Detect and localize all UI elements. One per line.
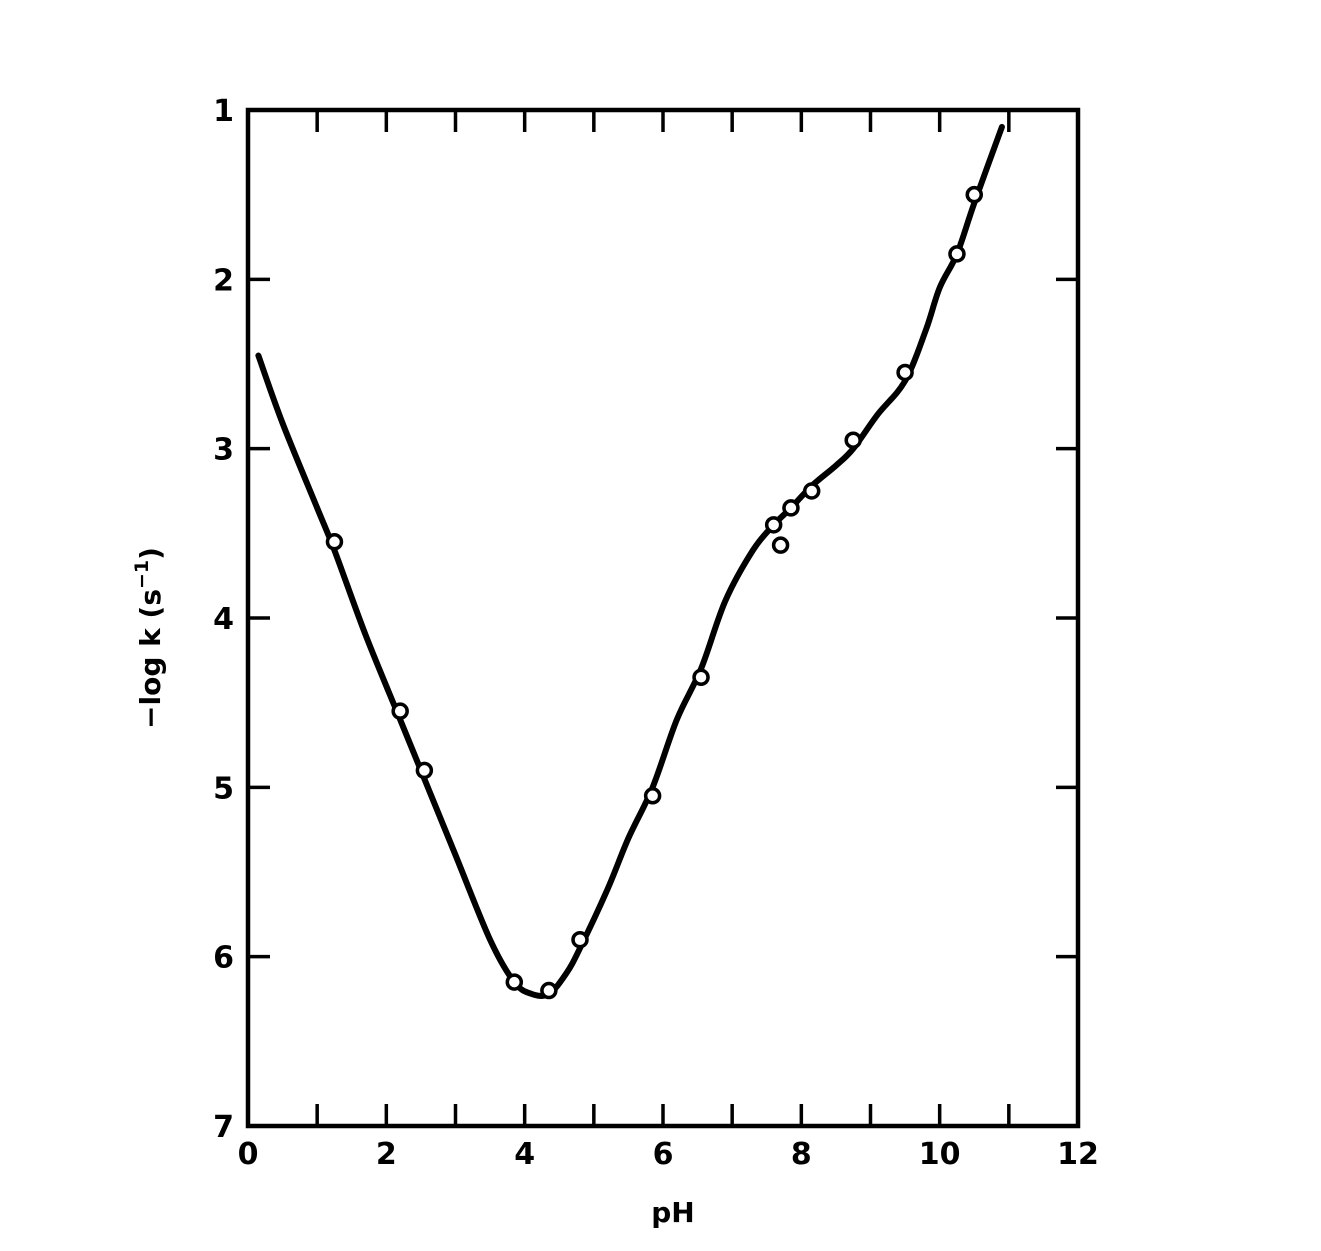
y-tick-label: 4: [213, 602, 234, 637]
x-tick-label: 12: [1057, 1137, 1099, 1172]
data-point: [325, 533, 344, 551]
y-axis-title-main: −log k (s: [134, 589, 167, 729]
data-point: [540, 981, 558, 1000]
data-point: [948, 245, 966, 263]
x-axis-title: pH: [651, 1196, 694, 1229]
x-tick-label: 4: [514, 1137, 535, 1172]
data-point: [802, 482, 821, 500]
data-point: [764, 516, 783, 534]
y-tick-label: 1: [213, 94, 234, 129]
y-axis-title-superscript: −1: [131, 560, 153, 589]
y-tick-labels: 1 2 3 4 5 6 7: [213, 94, 234, 1145]
x-tick-label: 10: [919, 1137, 961, 1172]
x-tick-label: 6: [653, 1137, 674, 1172]
fitted-curve: [255, 123, 1005, 999]
data-point: [771, 536, 790, 554]
y-tick-label: 2: [213, 263, 234, 298]
data-point: [896, 363, 914, 382]
tick-marks: [248, 110, 1078, 1126]
data-point: [571, 930, 589, 949]
y-tick-label: 7: [213, 1110, 234, 1145]
x-tick-label: 8: [791, 1137, 812, 1172]
data-point: [965, 185, 983, 204]
data-points: [325, 185, 983, 1000]
y-tick-label: 3: [213, 433, 234, 468]
data-point: [643, 787, 662, 805]
y-tick-label: 5: [213, 771, 234, 806]
data-point: [782, 499, 800, 517]
y-axis-title-suffix: ): [134, 547, 167, 560]
plot-frame: [245, 107, 1081, 1129]
data-point: [844, 431, 862, 449]
x-tick-labels: 0 2 4 6 8 10 12: [238, 1137, 1099, 1172]
y-tick-label: 6: [213, 941, 234, 976]
data-point: [692, 668, 710, 687]
y-axis-title: −log k (s−1): [131, 547, 167, 729]
data-point: [505, 973, 524, 991]
data-point: [391, 702, 409, 720]
data-point: [415, 761, 434, 780]
x-tick-label: 0: [238, 1137, 259, 1172]
x-tick-label: 2: [376, 1137, 397, 1172]
